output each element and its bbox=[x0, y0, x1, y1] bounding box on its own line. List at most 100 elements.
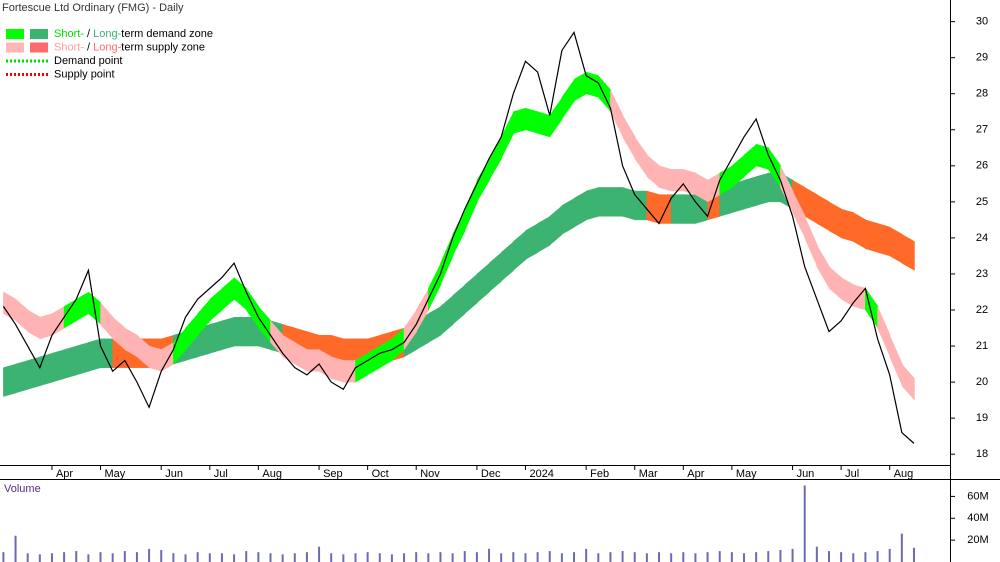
x-tick-label: Nov bbox=[420, 468, 440, 480]
volume-bar bbox=[706, 552, 709, 562]
legend-label: Short- / Long-term demand zone bbox=[54, 28, 213, 40]
volume-bar bbox=[645, 553, 648, 562]
volume-bar bbox=[791, 548, 794, 562]
x-tick-label: Oct bbox=[372, 468, 389, 480]
volume-bar bbox=[864, 552, 867, 562]
zone-segment bbox=[440, 295, 454, 336]
y-tick-label: 25 bbox=[976, 196, 988, 208]
volume-bar bbox=[427, 553, 430, 562]
legend-swatch bbox=[6, 29, 24, 39]
zone-segment bbox=[209, 320, 223, 354]
x-tick-label: Feb bbox=[590, 468, 609, 480]
zone-segment bbox=[391, 327, 405, 362]
x-tick-label: Jul bbox=[214, 468, 228, 480]
x-tick-label: Mar bbox=[639, 468, 658, 480]
volume-bar bbox=[63, 552, 66, 562]
volume-bar bbox=[803, 485, 806, 562]
volume-bar bbox=[378, 553, 381, 562]
x-tick-label: Aug bbox=[894, 468, 914, 480]
x-tick-label: 2024 bbox=[529, 468, 553, 480]
volume-bar bbox=[827, 551, 830, 562]
y-tick-label: 27 bbox=[976, 124, 988, 136]
volume-bar bbox=[888, 548, 891, 562]
volume-bar bbox=[111, 553, 114, 562]
volume-bar bbox=[366, 552, 369, 562]
zone-segment bbox=[513, 107, 527, 134]
volume-bar bbox=[318, 546, 321, 562]
zone-segment bbox=[500, 240, 515, 282]
x-tick-label: Dec bbox=[481, 468, 501, 480]
y-tick-label: 18 bbox=[976, 448, 988, 460]
y-tick-label: 60M bbox=[967, 490, 988, 502]
y-tick-label: 29 bbox=[976, 52, 988, 64]
legend-text: Supply point bbox=[54, 68, 115, 80]
zone-segment bbox=[853, 284, 867, 311]
y-tick-label: 21 bbox=[976, 340, 988, 352]
x-tick-label: Apr bbox=[56, 468, 73, 480]
y-tick-label: 26 bbox=[976, 160, 988, 172]
volume-bar bbox=[14, 535, 17, 562]
volume-bar bbox=[658, 552, 661, 562]
zone-segment bbox=[39, 352, 53, 387]
zone-segment bbox=[88, 338, 102, 372]
volume-bar bbox=[26, 553, 29, 562]
volume-bar bbox=[876, 551, 879, 562]
volume-bar bbox=[415, 552, 418, 562]
legend-label: Demand point bbox=[54, 55, 123, 67]
volume-bar bbox=[852, 553, 855, 562]
zone-segment bbox=[585, 71, 600, 98]
zone-segment bbox=[901, 233, 915, 271]
zone-segment bbox=[525, 107, 539, 134]
volume-bar bbox=[743, 553, 746, 562]
volume-bar bbox=[184, 554, 187, 562]
volume-bar bbox=[342, 554, 345, 562]
zone-segment bbox=[464, 273, 478, 315]
zone-segment bbox=[185, 312, 199, 351]
zone-segment bbox=[743, 176, 757, 210]
zone-segment bbox=[464, 180, 478, 231]
legend-label: Supply point bbox=[54, 68, 115, 80]
volume-bar bbox=[269, 553, 272, 562]
legend-text: / bbox=[84, 28, 93, 40]
volume-bar bbox=[451, 553, 454, 562]
volume-bar bbox=[281, 554, 284, 562]
zone-segment bbox=[877, 223, 891, 257]
volume-bar bbox=[475, 552, 478, 562]
x-tick-label: Jun bbox=[797, 468, 815, 480]
legend-text: Long- bbox=[93, 28, 121, 40]
volume-bar bbox=[305, 552, 308, 562]
zone-segment bbox=[731, 154, 745, 188]
zone-segment bbox=[549, 96, 563, 138]
volume-bar bbox=[670, 553, 673, 562]
zone-segment bbox=[670, 194, 685, 224]
volume-bar bbox=[208, 553, 211, 562]
volume-bar bbox=[38, 554, 41, 562]
zone-segment bbox=[148, 345, 162, 372]
legend-label: Short- / Long-term supply zone bbox=[54, 41, 205, 53]
x-tick-label: Apr bbox=[687, 468, 704, 480]
zone-segment bbox=[27, 356, 41, 390]
legend-swatch bbox=[30, 42, 48, 53]
x-tick-label: Aug bbox=[262, 468, 282, 480]
zone-segment bbox=[306, 349, 320, 372]
zone-segment bbox=[428, 305, 442, 343]
volume-bar bbox=[585, 548, 588, 562]
zone-segment bbox=[901, 363, 915, 401]
x-tick-label: Jul bbox=[845, 468, 859, 480]
volume-bar bbox=[718, 551, 721, 562]
x-tick-label: May bbox=[105, 468, 126, 480]
zone-segment bbox=[209, 287, 223, 322]
volume-bar bbox=[488, 548, 491, 562]
chart-title: Fortescue Ltd Ordinary (FMG) - Daily bbox=[2, 2, 184, 14]
zone-segment bbox=[221, 316, 235, 350]
volume-bar bbox=[50, 553, 53, 562]
volume-bar bbox=[694, 553, 697, 562]
y-tick-label: 20M bbox=[967, 534, 988, 546]
zone-segment bbox=[100, 338, 114, 368]
volume-bar bbox=[815, 546, 818, 562]
y-tick-label: 30 bbox=[976, 16, 988, 28]
legend-text: Short- bbox=[54, 41, 84, 53]
y-tick-label: 22 bbox=[976, 304, 988, 316]
volume-bar bbox=[220, 553, 223, 562]
